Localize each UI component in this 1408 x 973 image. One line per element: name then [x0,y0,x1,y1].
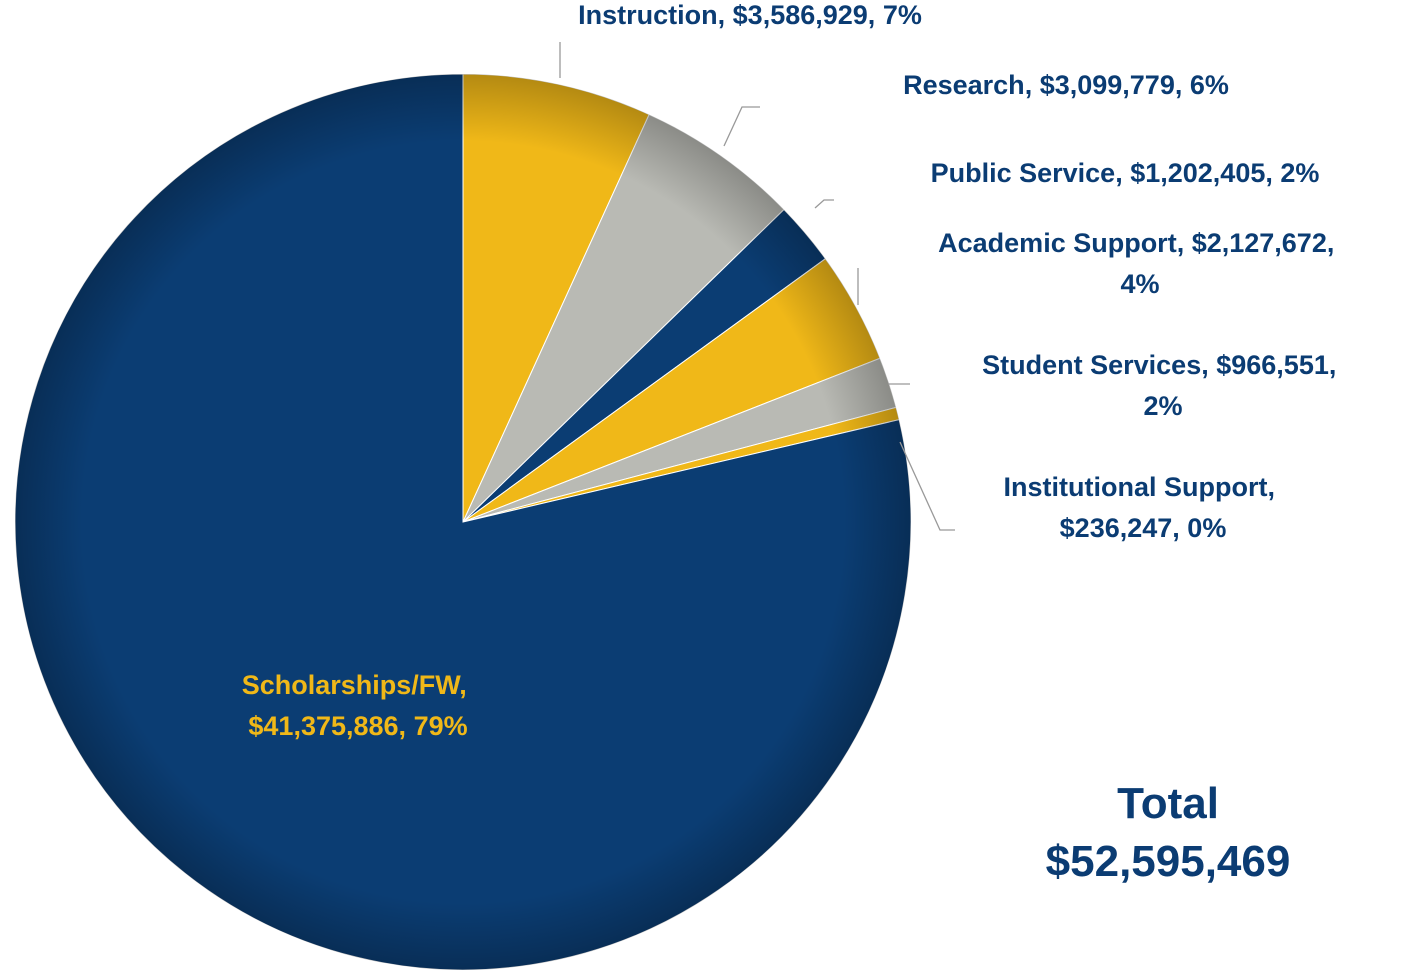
leader-line [899,441,955,531]
separator: , [1025,70,1040,100]
value-label: $966,551 [1216,350,1329,380]
category-label: Instruction [578,0,718,30]
value-label: 0% [1187,513,1226,543]
pie [14,73,912,971]
separator: , [1267,472,1282,502]
value-label: 2% [1143,391,1182,421]
value-label: $3,586,929 [733,0,868,30]
category-label: Academic Support [938,228,1177,258]
separator: , [1172,513,1187,543]
labels: Instruction, $3,586,929, 7% Research, $3,… [242,0,1344,741]
leader-line [723,106,760,147]
separator: , [1115,158,1130,188]
value-label: $2,127,672 [1192,228,1327,258]
separator: , [1329,350,1344,380]
value-label: $1,202,405 [1130,158,1265,188]
total-label: Total [1117,779,1219,828]
category-label: Scholarships/FW [242,670,462,700]
category-label: Institutional Support [1004,472,1268,502]
value-label: 2% [1280,158,1319,188]
separator: , [1201,350,1216,380]
total-value: $52,595,469 [1046,837,1291,886]
data-label: Research, $3,099,779, 6% [903,70,1229,100]
data-label: Scholarships/FW, $41,375,886, 79% [242,670,475,741]
separator: , [718,0,733,30]
value-label: 79% [414,711,468,741]
data-label: Academic Support, $2,127,672, 4% [938,228,1342,299]
data-label: Institutional Support, $236,247, 0% [1004,472,1283,543]
value-label: $236,247 [1060,513,1173,543]
value-label: $3,099,779 [1040,70,1175,100]
category-label: Student Services [982,350,1201,380]
separator: , [868,0,883,30]
value-label: 7% [883,0,922,30]
separator: , [1265,158,1280,188]
leader-line [814,199,834,209]
value-label: $41,375,886 [248,711,398,741]
value-label: 4% [1120,269,1159,299]
data-label: Student Services, $966,551, 2% [982,350,1344,421]
separator: , [399,711,414,741]
separator: , [1177,228,1192,258]
data-label: Public Service, $1,202,405, 2% [931,158,1320,188]
separator: , [1175,70,1190,100]
category-label: Public Service [931,158,1116,188]
separator: , [459,670,474,700]
category-label: Research [903,70,1025,100]
data-label: Instruction, $3,586,929, 7% [578,0,922,30]
value-label: 6% [1190,70,1229,100]
separator: , [1327,228,1342,258]
